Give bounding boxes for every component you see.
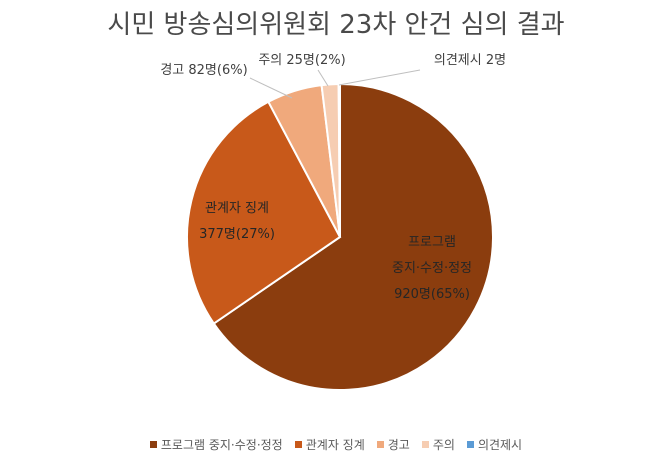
legend-item: 프로그램 중지·수정·정정 bbox=[149, 436, 283, 453]
slice-data-label: 경고 82명(6%) bbox=[160, 63, 247, 78]
leader-line bbox=[338, 69, 421, 86]
legend-label: 경고 bbox=[387, 438, 410, 452]
legend-swatch bbox=[466, 441, 474, 448]
legend-label: 의견제시 bbox=[477, 438, 523, 452]
legend-label: 관계자 징계 bbox=[305, 438, 365, 452]
slice-data-label: 377명(27%) bbox=[199, 227, 275, 242]
leader-line bbox=[317, 69, 329, 87]
pie-slice bbox=[212, 82, 494, 391]
slice-data-label: 관계자 징계 bbox=[205, 201, 269, 216]
chart-title: 시민 방송심의위원회 23차 안건 심의 결과 bbox=[107, 10, 565, 40]
legend-item: 의견제시 bbox=[466, 436, 523, 453]
leader-line bbox=[249, 77, 293, 99]
slice-data-label: 의견제시 2명 bbox=[434, 53, 506, 68]
legend-item: 경고 bbox=[376, 436, 410, 453]
legend-swatch bbox=[294, 441, 302, 448]
pie-slice bbox=[186, 100, 342, 325]
legend-item: 관계자 징계 bbox=[294, 436, 365, 453]
chart-legend: 프로그램 중지·수정·정정 관계자 징계 경고 주의 의견제시 bbox=[0, 436, 672, 453]
slice-data-label: 중지·수정·정정 bbox=[392, 261, 472, 276]
slice-data-label: 프로그램 bbox=[408, 235, 456, 250]
legend-label: 주의 bbox=[432, 438, 455, 452]
slice-data-label: 주의 25명(2%) bbox=[258, 53, 345, 68]
legend-swatch bbox=[149, 441, 157, 448]
legend-swatch bbox=[421, 441, 429, 448]
pie-slice bbox=[337, 82, 341, 238]
slice-data-label: 920명(65%) bbox=[394, 287, 470, 302]
legend-swatch bbox=[376, 441, 384, 448]
legend-item: 주의 bbox=[421, 436, 455, 453]
legend-label: 프로그램 중지·수정·정정 bbox=[160, 438, 283, 452]
